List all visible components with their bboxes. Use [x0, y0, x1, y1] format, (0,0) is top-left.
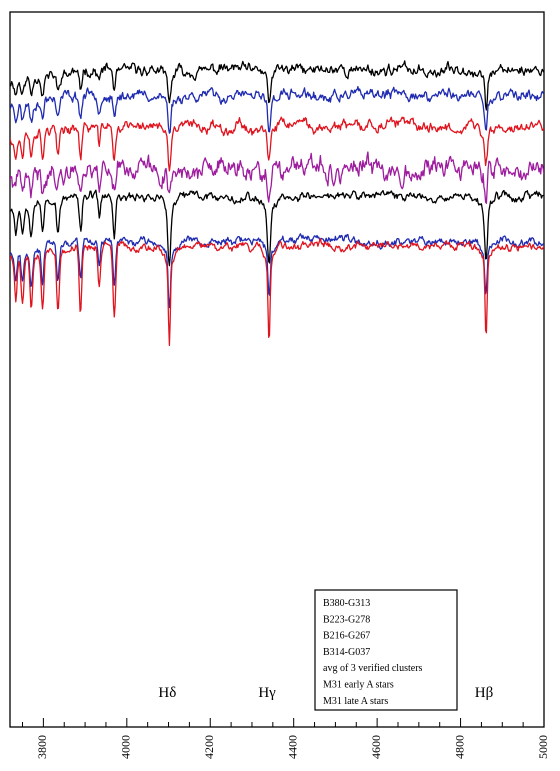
- line-annotations: Hδ Hγ Hβ: [158, 685, 493, 701]
- spectrum-line-5: [10, 189, 544, 267]
- x-tick-label: 4600: [369, 735, 383, 759]
- legend-entry: B314-G037: [323, 647, 370, 658]
- legend-entry: M31 early A stars: [323, 680, 394, 691]
- spectrum-line-3: [10, 116, 544, 172]
- annotation-label: Hγ: [258, 685, 276, 701]
- legend-entry: M31 late A stars: [323, 696, 388, 707]
- x-tick-label: 4000: [119, 735, 133, 759]
- legend-entry: B216-G267: [323, 631, 370, 642]
- spectrum-line-2: [10, 85, 544, 134]
- legend-box: [314, 589, 458, 711]
- annotation-label: Hδ: [158, 685, 176, 701]
- x-tick-label: 4400: [285, 735, 299, 759]
- spectra-group: [10, 60, 544, 347]
- annotation-label: Hβ: [475, 685, 493, 701]
- legend-entry: avg of 3 verified clusters: [323, 663, 423, 674]
- spectrum-line-1: [10, 60, 544, 111]
- legend-entry: B380-G313: [323, 598, 370, 609]
- x-axis-ticks: 3800 4000 4200 4400 4600 4800 5000: [22, 718, 550, 759]
- spectrum-line-4: [10, 151, 544, 204]
- legend: B380-G313 B223-G278 B216-G267 B314-G037 avg …: [314, 589, 458, 711]
- x-tick-label: 5000: [536, 735, 550, 759]
- spectrum-line-6: [10, 233, 544, 309]
- x-tick-label: 3800: [35, 735, 49, 759]
- spectrum-line-7: [10, 237, 544, 347]
- x-tick-label: 4200: [202, 735, 216, 759]
- x-tick-label: 4800: [452, 735, 466, 759]
- plot-frame: [9, 11, 545, 728]
- legend-entry: B223-G278: [323, 614, 370, 625]
